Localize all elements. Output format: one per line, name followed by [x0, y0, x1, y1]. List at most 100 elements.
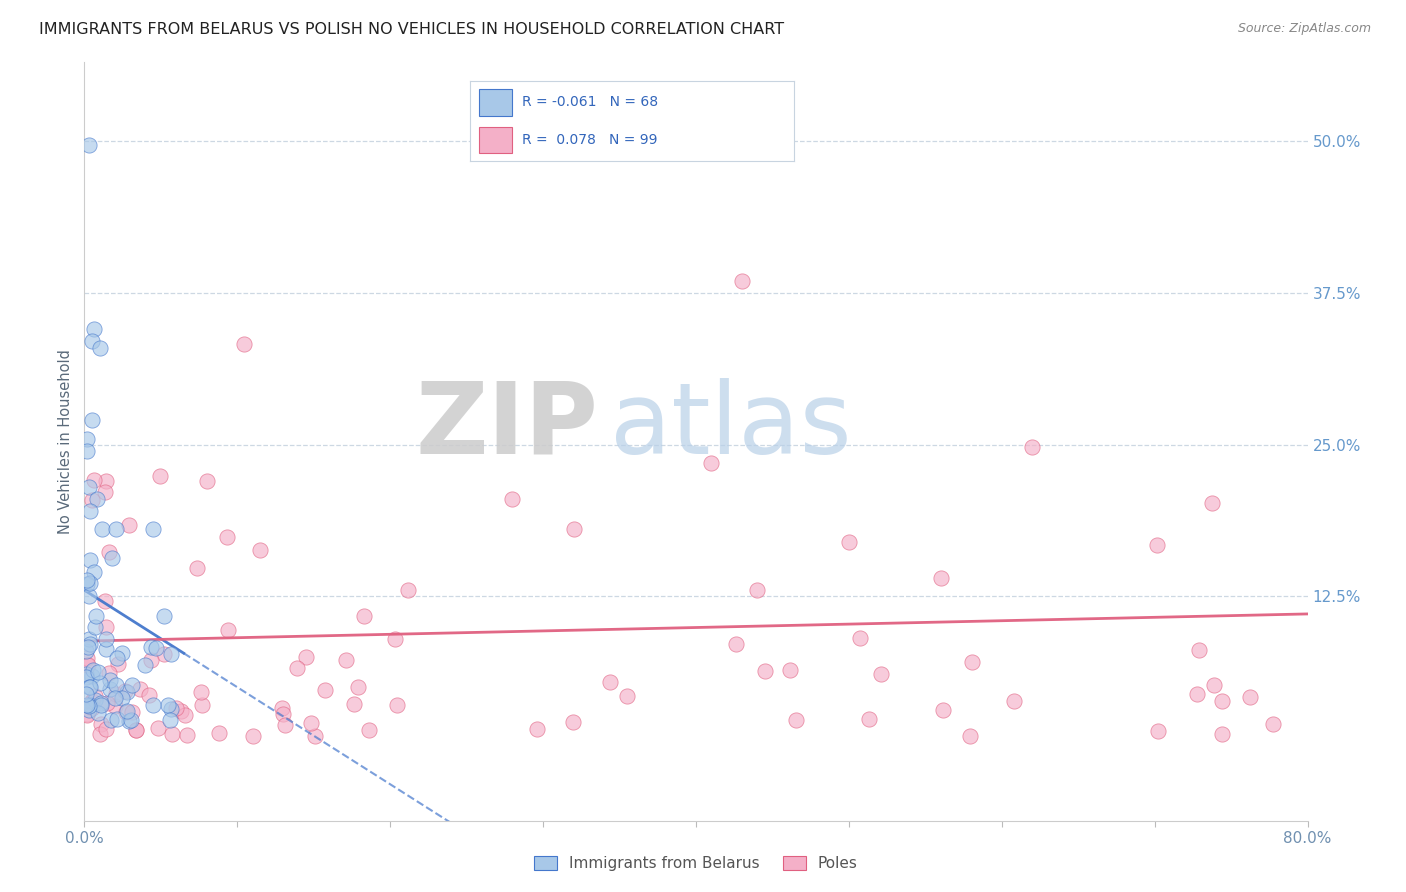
Point [90, 698, 112, 713]
Point [195, 475, 218, 489]
Point [76, 577, 98, 591]
Text: atlas: atlas [610, 378, 852, 475]
Point [353, 609, 375, 624]
Point [104, 699, 127, 714]
Point [80, 413, 103, 427]
Point [104, 691, 127, 706]
Point [111, 646, 134, 660]
Point [134, 657, 156, 672]
Point [208, 726, 231, 740]
Point [89, 341, 111, 355]
Point [104, 523, 127, 537]
Point [98, 666, 121, 681]
Point [724, 637, 747, 651]
Point [84, 692, 107, 706]
Point [118, 714, 141, 729]
Point [142, 523, 165, 537]
Point [1211, 727, 1233, 741]
Point [848, 632, 870, 646]
Point [82, 694, 104, 708]
Point [160, 726, 183, 740]
Y-axis label: No Vehicles in Household: No Vehicles in Household [58, 349, 73, 534]
Point [217, 623, 239, 637]
Point [76, 574, 98, 588]
Point [186, 561, 208, 575]
Point [79, 504, 101, 518]
Point [83, 689, 105, 703]
Point [1146, 538, 1168, 552]
Point [526, 722, 548, 736]
Point [599, 674, 621, 689]
Point [86, 665, 108, 680]
Point [105, 651, 128, 665]
Point [105, 678, 128, 692]
Point [76, 707, 98, 722]
Point [1004, 694, 1026, 708]
Point [190, 685, 212, 699]
Point [156, 698, 179, 712]
Point [118, 517, 141, 532]
Point [242, 729, 264, 743]
Point [142, 698, 165, 712]
Point [121, 678, 143, 692]
Text: IMMIGRANTS FROM BELARUS VS POLISH NO VEHICLES IN HOUSEHOLD CORRELATION CHART: IMMIGRANTS FROM BELARUS VS POLISH NO VEH… [39, 22, 785, 37]
Text: ZIP: ZIP [415, 378, 598, 475]
Point [77, 632, 100, 646]
Point [76, 698, 98, 712]
Point [77, 480, 100, 494]
Point [159, 713, 181, 727]
Point [82, 663, 104, 677]
Point [273, 707, 295, 722]
Point [87, 706, 110, 720]
Point [1211, 694, 1233, 708]
Point [77, 589, 100, 603]
Point [165, 701, 187, 715]
Point [869, 666, 891, 681]
Point [1021, 440, 1043, 454]
Point [138, 688, 160, 702]
Point [94, 474, 117, 488]
Point [1187, 687, 1209, 701]
Point [75, 644, 97, 658]
Point [125, 723, 148, 738]
Point [76, 443, 98, 458]
Point [98, 673, 121, 687]
Point [84, 619, 107, 633]
Point [82, 701, 104, 715]
Point [94, 632, 117, 646]
Point [105, 712, 128, 726]
Point [271, 700, 294, 714]
Point [274, 718, 297, 732]
Point [779, 663, 801, 677]
Point [75, 670, 97, 684]
Point [858, 712, 880, 726]
Point [929, 571, 952, 585]
Point [176, 727, 198, 741]
Point [94, 620, 117, 634]
Point [77, 698, 100, 713]
Point [1239, 690, 1261, 705]
Point [75, 687, 97, 701]
Point [83, 322, 105, 336]
Point [79, 637, 101, 651]
Point [94, 484, 117, 499]
Point [89, 727, 111, 741]
Point [107, 657, 129, 672]
Point [114, 684, 136, 698]
Point [616, 689, 638, 703]
Point [98, 544, 121, 558]
Point [959, 729, 981, 743]
Point [77, 640, 100, 654]
Point [79, 698, 101, 712]
Legend: Immigrants from Belarus, Poles: Immigrants from Belarus, Poles [529, 850, 863, 878]
Point [502, 492, 524, 507]
Point [153, 609, 176, 624]
Point [1188, 642, 1211, 657]
Point [838, 534, 860, 549]
Point [79, 553, 101, 567]
Point [89, 675, 111, 690]
Point [100, 550, 122, 565]
Point [159, 702, 181, 716]
Point [129, 681, 152, 696]
Point [98, 682, 121, 697]
